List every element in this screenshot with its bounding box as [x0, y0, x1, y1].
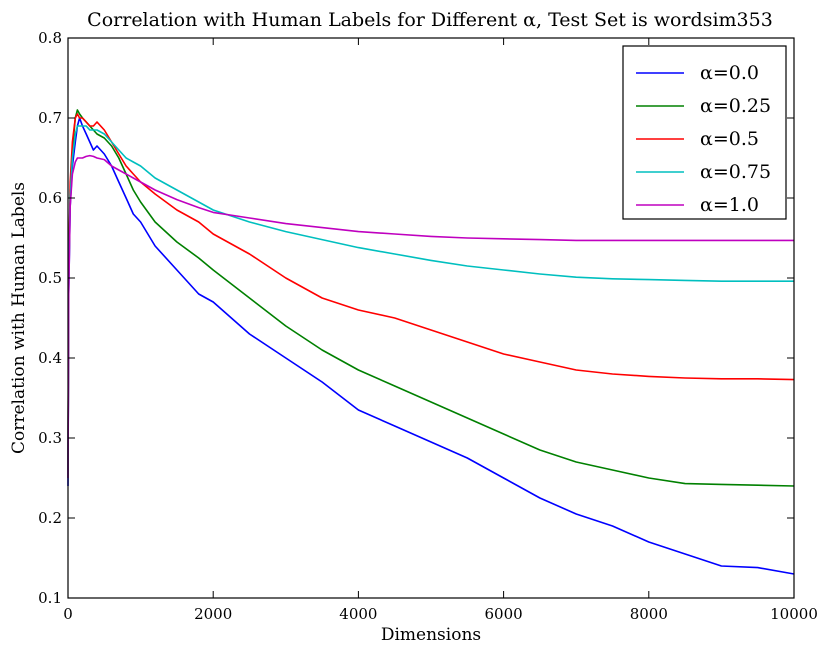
y-tick-label: 0.5 [38, 269, 62, 287]
legend-box [622, 45, 787, 220]
series-line-1 [67, 109, 795, 487]
y-tick-label: 0.1 [38, 589, 62, 607]
series-line-3 [67, 125, 794, 479]
legend-label-4: α=1.0 [700, 194, 759, 216]
series-group [67, 109, 795, 575]
y-tick-label: 0.3 [38, 429, 62, 447]
legend-label-0: α=0.0 [700, 62, 759, 84]
y-tick-label: 0.7 [38, 109, 62, 127]
y-tick-label: 0.8 [38, 29, 62, 47]
x-tick-label: 6000 [485, 605, 523, 623]
series-line-0 [67, 117, 795, 575]
y-tick-label: 0.2 [38, 509, 62, 527]
chart-title: Correlation with Human Labels for Differ… [87, 9, 773, 31]
x-axis-label: Dimensions [381, 625, 481, 645]
legend-label-1: α=0.25 [700, 95, 771, 117]
x-tick-label: 10000 [770, 605, 818, 623]
y-axis-label: Correlation with Human Labels [9, 182, 29, 454]
series-line-2 [67, 113, 795, 479]
y-tick-label: 0.4 [38, 349, 62, 367]
legend: α=0.0 α=0.25 α=0.5 α=0.75 α=1.0 [622, 45, 787, 220]
legend-label-3: α=0.75 [700, 161, 771, 183]
ticks-group: 0 2000 4000 6000 8000 10000 0.1 0.2 0.3 0.4 0.5 0.6… [38, 29, 818, 623]
legend-label-2: α=0.5 [700, 128, 759, 150]
x-tick-label: 4000 [339, 605, 377, 623]
x-tick-label: 8000 [630, 605, 668, 623]
series-line-4 [67, 154, 794, 479]
x-tick-label: 2000 [194, 605, 232, 623]
plot-frame [67, 37, 795, 599]
x-tick-label: 0 [63, 605, 73, 623]
y-tick-label: 0.6 [38, 189, 62, 207]
